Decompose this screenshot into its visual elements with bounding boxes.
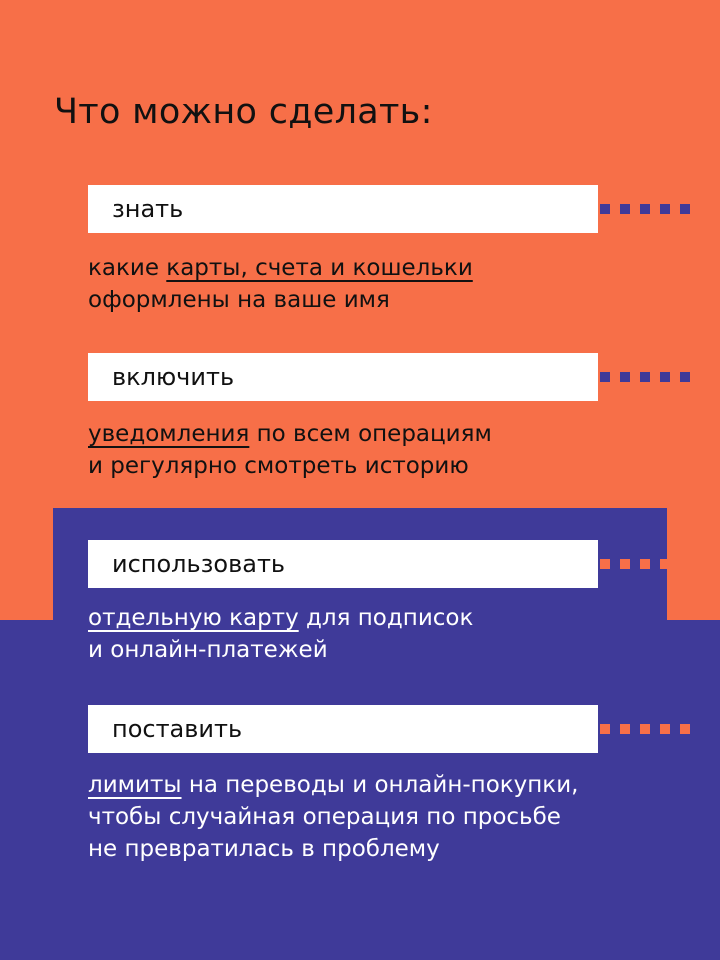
- dots-decoration: [600, 204, 690, 214]
- label-text: использовать: [112, 550, 286, 578]
- description-know: какие карты, счета и кошельки оформлены …: [88, 255, 473, 313]
- purple-background-bottom: [0, 620, 720, 960]
- dots-decoration: [600, 724, 690, 734]
- label-text: поставить: [112, 715, 243, 743]
- label-box-set: поставить: [88, 705, 690, 753]
- label-text: включить: [112, 363, 235, 391]
- label-text: знать: [112, 195, 184, 223]
- label-box-enable: включить: [88, 353, 690, 401]
- label-box-know: знать: [88, 185, 690, 233]
- dots-decoration: [600, 559, 690, 569]
- description-enable: уведомления по всем операциям и регулярн…: [88, 421, 492, 479]
- dots-decoration: [600, 372, 690, 382]
- description-use: отдельную карту для подписок и онлайн-пл…: [88, 605, 474, 663]
- page-title: Что можно сделать:: [54, 92, 433, 132]
- label-box-use: использовать: [88, 540, 690, 588]
- description-set: лимиты на переводы и онлайн-покупки, что…: [88, 772, 579, 862]
